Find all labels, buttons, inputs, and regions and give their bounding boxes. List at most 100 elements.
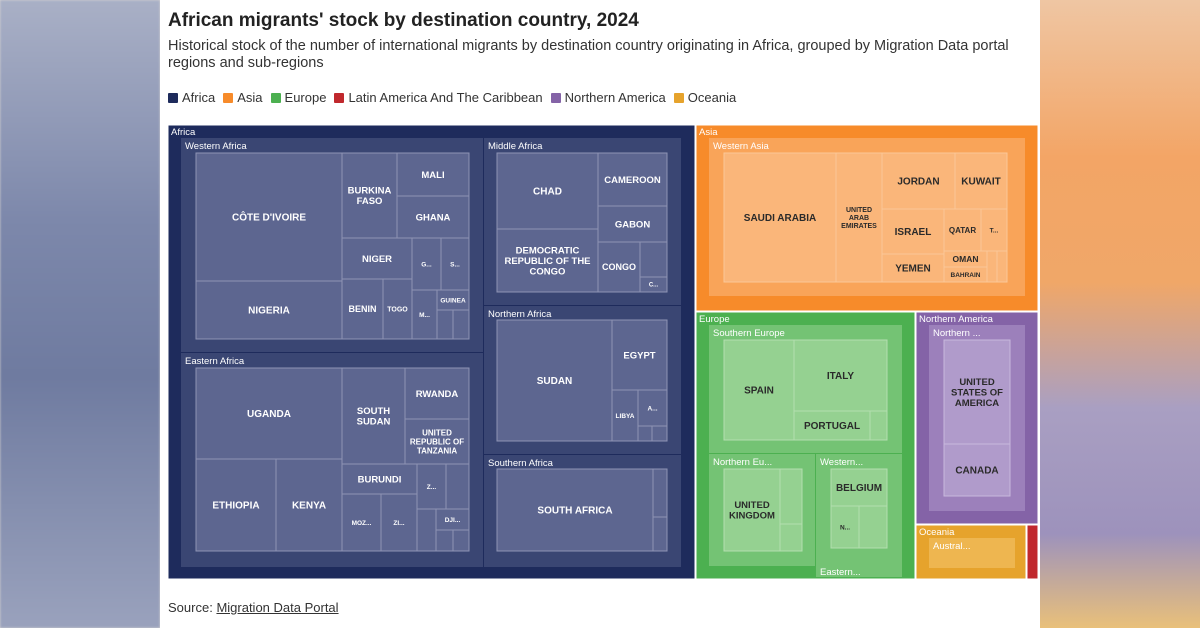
country-cell[interactable]	[779, 523, 803, 552]
legend-swatch	[673, 92, 684, 103]
region-latin-america-and-the-caribbean[interactable]	[1026, 524, 1039, 580]
country-egypt[interactable]	[611, 319, 668, 391]
country-cell[interactable]	[637, 425, 653, 442]
country-label: QATAR	[949, 226, 976, 235]
country-label: OMAN	[953, 254, 979, 264]
country-cell[interactable]	[452, 309, 470, 340]
source-link[interactable]: Migration Data Portal	[216, 600, 339, 615]
country-label: GHANA	[416, 212, 451, 223]
country-label: Z...	[427, 484, 437, 491]
country-democratic-republic-of-the-congo[interactable]	[496, 228, 599, 293]
subregion-eastern[interactable]	[816, 564, 902, 577]
legend: Africa Asia Europe Latin America And The…	[168, 90, 738, 105]
legend-swatch	[223, 92, 234, 103]
country-cell[interactable]	[779, 468, 803, 525]
country-cell[interactable]	[639, 241, 668, 278]
country-label: BAHRAIN	[951, 272, 981, 279]
country-label: GABON	[615, 219, 651, 230]
country-label: UNITED KINGDOM	[729, 500, 775, 522]
country-cell[interactable]	[651, 425, 668, 442]
country-label: GUINEA	[440, 297, 466, 304]
country-label: G...	[421, 261, 432, 268]
subregion-label: Northern Africa	[488, 309, 552, 320]
country-mali[interactable]	[396, 152, 470, 197]
country-c-te-d-ivoire[interactable]	[195, 152, 343, 282]
country-label: ZI...	[393, 520, 404, 527]
country-united-kingdom[interactable]	[723, 468, 781, 552]
country-cell[interactable]	[435, 529, 454, 552]
country-label: RWANDA	[416, 389, 459, 400]
country-cell[interactable]	[996, 250, 1008, 283]
country-c[interactable]	[639, 276, 668, 293]
country-nigeria[interactable]	[195, 280, 343, 340]
legend-item-latin-america[interactable]: Latin America And The Caribbean	[334, 90, 543, 105]
country-congo[interactable]	[597, 241, 641, 293]
country-label: LIBYA	[616, 413, 635, 420]
country-israel[interactable]	[881, 208, 945, 255]
country-sudan[interactable]	[496, 319, 613, 442]
country-gabon[interactable]	[597, 205, 668, 243]
country-cameroon[interactable]	[597, 152, 668, 207]
country-qatar[interactable]	[943, 208, 982, 252]
country-s[interactable]	[440, 237, 470, 291]
country-united-states-of-america[interactable]	[943, 339, 1011, 445]
country-south-sudan[interactable]	[341, 367, 406, 465]
legend-label: Northern America	[564, 90, 666, 105]
country-label: SOUTH AFRICA	[537, 506, 612, 517]
country-belgium[interactable]	[830, 468, 888, 507]
country-togo[interactable]	[382, 278, 413, 340]
country-chad[interactable]	[496, 152, 599, 230]
country-n[interactable]	[830, 505, 860, 549]
country-cell[interactable]	[445, 463, 470, 510]
legend-item-oceania[interactable]: Oceania	[673, 90, 736, 105]
legend-label: Europe	[284, 90, 327, 105]
country-ethiopia[interactable]	[195, 458, 277, 552]
subregion-austral[interactable]	[929, 538, 1015, 568]
country-canada[interactable]	[943, 443, 1011, 497]
country-cell[interactable]	[416, 508, 437, 552]
country-libya[interactable]	[611, 389, 639, 442]
source-line: Source: Migration Data Portal	[168, 600, 339, 615]
country-a[interactable]	[637, 389, 668, 427]
country-m[interactable]	[411, 289, 438, 340]
country-cell[interactable]	[986, 250, 998, 283]
country-burundi[interactable]	[341, 463, 418, 495]
country-label: C...	[649, 283, 659, 289]
country-portugal[interactable]	[793, 410, 871, 441]
background-right-blur	[1040, 0, 1200, 628]
country-yemen[interactable]	[881, 253, 945, 283]
legend-item-asia[interactable]: Asia	[223, 90, 263, 105]
country-label: EGYPT	[623, 350, 655, 361]
country-kuwait[interactable]	[954, 152, 1008, 210]
country-cell[interactable]	[652, 468, 668, 518]
country-south-africa[interactable]	[496, 468, 654, 552]
chart-subtitle: Historical stock of the number of intern…	[168, 38, 1009, 71]
country-cell[interactable]	[436, 309, 454, 340]
country-t[interactable]	[980, 208, 1008, 252]
country-saudi-arabia[interactable]	[723, 152, 837, 283]
region-label: Northern America	[919, 314, 994, 325]
subregion-label: Eastern...	[820, 567, 861, 578]
country-benin[interactable]	[341, 278, 384, 340]
legend-swatch	[550, 92, 561, 103]
legend-swatch	[168, 92, 178, 103]
country-label: BURKINA FASO	[348, 186, 392, 208]
country-cell[interactable]	[452, 529, 470, 552]
country-burkina-faso[interactable]	[341, 152, 398, 239]
country-united-republic-of-tanzania[interactable]	[404, 418, 470, 465]
legend-item-northern-america[interactable]: Northern America	[550, 90, 666, 105]
country-g[interactable]	[411, 237, 442, 291]
country-label: KENYA	[292, 501, 326, 512]
country-cell[interactable]	[652, 516, 668, 552]
legend-label: Africa	[182, 90, 216, 105]
country-moz[interactable]	[341, 493, 382, 552]
country-united-arab-emirates[interactable]	[835, 152, 883, 283]
legend-item-africa[interactable]: Africa	[168, 90, 215, 105]
country-label: CHAD	[533, 187, 562, 198]
country-italy[interactable]	[793, 339, 888, 412]
country-cell[interactable]	[858, 505, 888, 549]
country-kenya[interactable]	[275, 458, 343, 552]
country-cell[interactable]	[869, 410, 888, 441]
country-rwanda[interactable]	[404, 367, 470, 420]
legend-item-europe[interactable]: Europe	[270, 90, 327, 105]
